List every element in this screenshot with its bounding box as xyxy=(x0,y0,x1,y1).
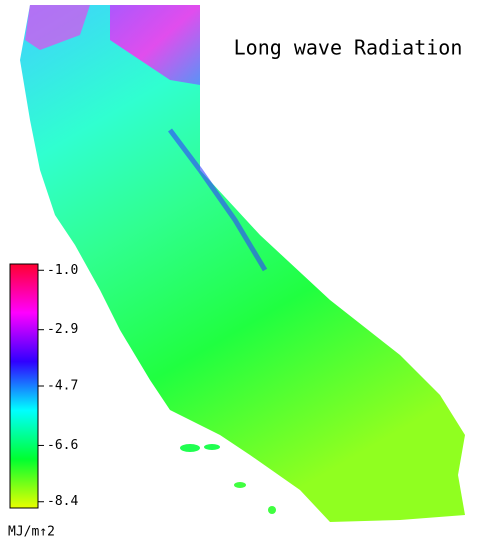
colorbar-tick-label: -1.0 xyxy=(47,263,78,278)
colorbar-unit: MJ/m↑2 xyxy=(8,525,55,540)
title: Long wave Radiation xyxy=(234,36,463,60)
island xyxy=(268,506,276,514)
colorbar xyxy=(9,263,39,509)
sierra-band xyxy=(168,128,268,272)
island xyxy=(180,444,200,452)
colorbar-tick-label: -2.9 xyxy=(47,322,78,337)
northeast-region xyxy=(110,5,200,85)
north-coast-region xyxy=(25,5,90,50)
california xyxy=(20,5,465,522)
colorbar-tick-label: -6.6 xyxy=(47,438,78,453)
island xyxy=(204,444,220,450)
island xyxy=(234,482,246,488)
colorbar-tick-label: -4.7 xyxy=(47,379,78,394)
colorbar-tick-label: -8.4 xyxy=(47,494,78,509)
